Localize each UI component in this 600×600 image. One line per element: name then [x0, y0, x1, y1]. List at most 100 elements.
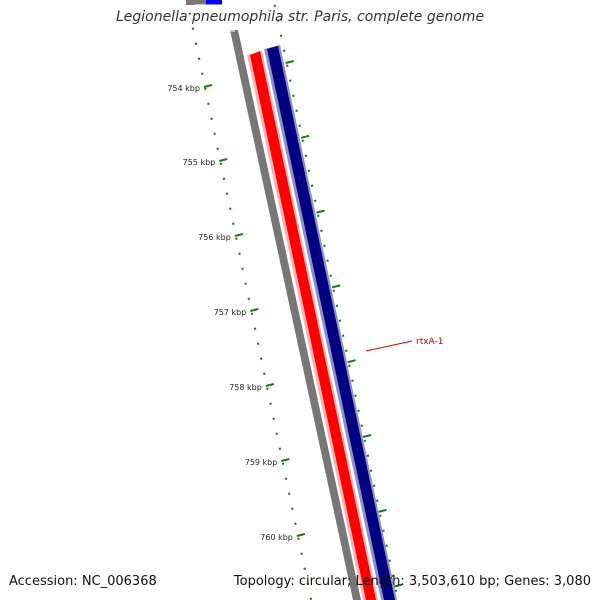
minor-tick [247, 297, 251, 300]
major-tick-outer [378, 508, 387, 513]
tick-label: 754 kbp [167, 84, 200, 93]
minor-tick [294, 522, 297, 525]
minor-tick-outer [335, 304, 339, 307]
minor-tick [228, 207, 232, 210]
minor-tick [297, 537, 300, 540]
minor-tick [278, 447, 282, 450]
tick-label: 755 kbp [183, 158, 216, 167]
gene-label-leader-line [365, 340, 413, 352]
minor-tick [263, 372, 266, 375]
minor-tick [210, 117, 213, 120]
minor-tick [219, 162, 223, 165]
major-tick-outer [316, 209, 325, 214]
minor-tick [225, 192, 229, 195]
minor-tick-outer [273, 4, 277, 7]
minor-tick-outer [323, 244, 326, 247]
minor-tick-outer [391, 574, 395, 577]
minor-tick [306, 582, 310, 585]
minor-tick [197, 57, 201, 60]
tick-labels-group: 754 kbp 755 kbp 756 kbp 757 kbp 758 kbp 759 k… [167, 84, 293, 542]
major-tick [265, 383, 275, 387]
minor-tick-outer [354, 394, 357, 397]
minor-tick-outer [313, 199, 317, 202]
major-tick-outer [285, 60, 294, 64]
major-tick [219, 158, 228, 162]
minor-tick-outer [320, 229, 323, 232]
minor-tick-outer [363, 439, 367, 442]
minor-tick [201, 72, 204, 75]
minor-tick [222, 177, 226, 180]
minor-tick-outer [326, 259, 329, 262]
minor-tick-outer [366, 454, 370, 457]
minor-tick-outer [317, 214, 320, 217]
minor-tick [300, 552, 303, 555]
major-tick-outer [300, 134, 310, 139]
minor-tick-outer [276, 19, 280, 22]
minor-tick [303, 567, 306, 570]
minor-tick [269, 402, 272, 405]
major-tick [296, 533, 306, 537]
major-tick-outer [362, 434, 372, 438]
minor-tick-outer [292, 94, 295, 97]
minor-tick [213, 132, 216, 135]
minor-tick [260, 357, 263, 360]
minor-tick-outer [369, 469, 373, 472]
minor-tick [207, 102, 210, 105]
minor-tick-outer [348, 364, 351, 367]
major-tick [281, 458, 290, 462]
map-title: Legionella pneumophila str. Paris, compl… [115, 9, 485, 25]
minor-tick [232, 222, 235, 225]
minor-tick [309, 597, 313, 600]
minor-tick [266, 387, 269, 390]
minor-tick-outer [332, 289, 336, 292]
minor-tick-outer [338, 319, 342, 322]
minor-tick-outer [282, 49, 286, 52]
minor-tick [250, 312, 254, 315]
minor-tick-outer [341, 334, 345, 337]
genome-summary-text: Topology: circular; Length: 3,503,610 bp… [233, 574, 591, 589]
minor-tick-outer [304, 154, 308, 157]
minor-tick-outer [310, 184, 314, 187]
minor-tick-outer [307, 169, 311, 172]
tick-label: 760 kbp [260, 533, 293, 542]
upstream-backbone-cap [186, 0, 206, 5]
minor-tick [241, 267, 244, 270]
minor-tick-outer [372, 484, 376, 487]
minor-tick-outer [345, 349, 348, 352]
minor-tick-outer [394, 589, 398, 592]
minor-tick-outer [295, 109, 298, 112]
minor-tick [284, 477, 288, 480]
minor-tick [235, 237, 238, 240]
forward-strand-gene-rtxA-1 [250, 51, 376, 600]
minor-tick [204, 87, 207, 90]
major-tick [234, 233, 244, 237]
minor-tick [291, 507, 294, 510]
tick-marks-group [188, 4, 403, 600]
minor-tick-outer [289, 79, 292, 82]
minor-tick [191, 27, 195, 30]
major-tick-outer [347, 359, 356, 364]
minor-tick-outer [385, 544, 388, 547]
tick-label: 756 kbp [198, 233, 231, 242]
upstream-fade [195, 4, 235, 32]
minor-tick [238, 252, 241, 255]
minor-tick [253, 327, 257, 330]
major-tick-outer [393, 583, 403, 588]
feature-tracks-group [186, 0, 397, 600]
minor-tick-outer [388, 559, 391, 562]
minor-tick-outer [279, 34, 283, 37]
minor-tick [188, 12, 192, 15]
minor-tick-outer [357, 409, 360, 412]
reverse-strand-gene-rtxA-1 [267, 46, 395, 600]
minor-tick [275, 432, 279, 435]
accession-text: Accession: NC_006368 [9, 574, 157, 589]
major-tick [203, 84, 213, 88]
minor-tick [256, 342, 260, 345]
minor-tick-outer [376, 499, 379, 502]
tick-label: 759 kbp [245, 458, 278, 467]
minor-tick-outer [360, 424, 364, 427]
minor-tick-outer [301, 139, 305, 142]
minor-tick [244, 282, 247, 285]
minor-tick-outer [351, 379, 354, 382]
